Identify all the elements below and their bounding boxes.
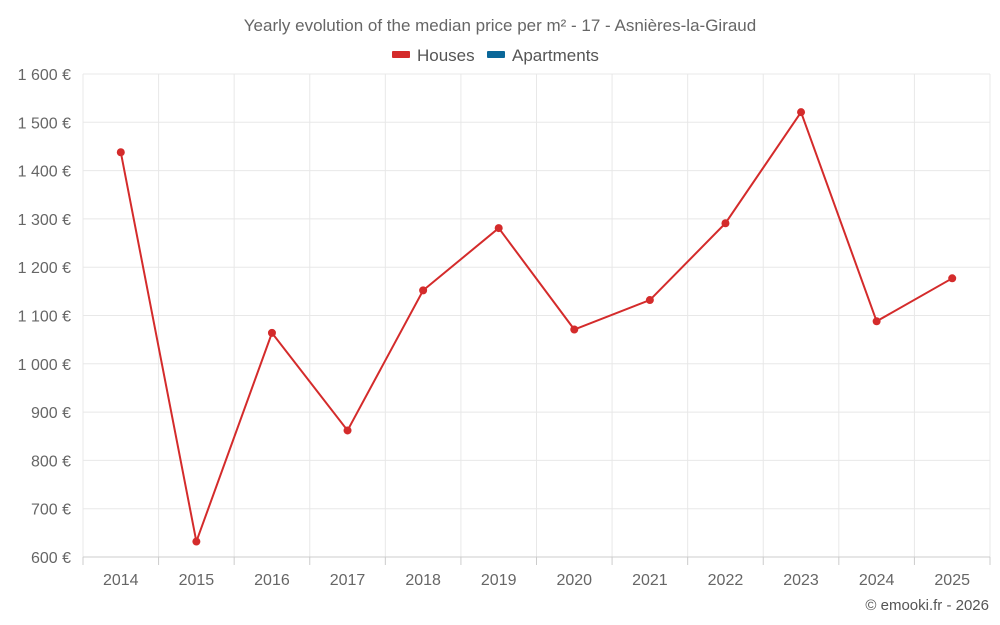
data-point-houses-2021[interactable] [645, 296, 654, 305]
legend-swatch-houses [392, 51, 410, 58]
x-tick-label: 2023 [783, 572, 819, 589]
series-houses [116, 108, 957, 546]
chart-title: Yearly evolution of the median price per… [244, 16, 756, 35]
y-tick-label: 900 € [31, 405, 71, 422]
y-tick-label: 1 200 € [18, 260, 71, 277]
data-point-houses-2017[interactable] [343, 426, 352, 435]
x-tick-label: 2015 [179, 572, 215, 589]
y-tick-label: 1 000 € [18, 357, 71, 374]
data-point-houses-2025[interactable] [948, 274, 957, 283]
y-tick-label: 1 600 € [18, 67, 71, 84]
y-axis: 600 € 700 € 800 € 900 € 1 000 € 1 100 € 1 200 … [18, 67, 71, 567]
data-point-houses-2018[interactable] [419, 286, 428, 295]
legend-swatch-apartments [487, 51, 505, 58]
legend-label-houses[interactable]: Houses [417, 46, 475, 65]
x-tick-label: 2017 [330, 572, 366, 589]
data-point-houses-2024[interactable] [872, 317, 881, 326]
y-tick-label: 800 € [31, 453, 71, 470]
data-point-houses-2019[interactable] [494, 224, 503, 233]
data-point-houses-2016[interactable] [267, 328, 276, 337]
legend: Houses Apartments [392, 46, 599, 65]
data-point-houses-2023[interactable] [797, 108, 806, 117]
x-tick-label: 2024 [859, 572, 895, 589]
x-tick-label: 2014 [103, 572, 139, 589]
credit-text: © emooki.fr - 2026 [865, 597, 989, 614]
x-axis: 2014 2015 2016 2017 2018 2019 2020 2021 2022 2023… [82, 556, 991, 589]
x-tick-label: 2020 [556, 572, 592, 589]
y-tick-label: 1 100 € [18, 309, 71, 326]
y-tick-label: 1 300 € [18, 212, 71, 229]
x-tick-label: 2021 [632, 572, 668, 589]
data-point-houses-2022[interactable] [721, 219, 730, 228]
y-tick-label: 1 400 € [18, 164, 71, 181]
grid [82, 73, 991, 558]
data-point-houses-2014[interactable] [116, 148, 125, 157]
y-tick-label: 700 € [31, 502, 71, 519]
series-line-houses [119, 109, 953, 546]
legend-label-apartments[interactable]: Apartments [512, 46, 599, 65]
legend-item-apartments[interactable]: Apartments [487, 46, 599, 65]
x-tick-label: 2022 [708, 572, 744, 589]
data-point-houses-2020[interactable] [570, 325, 579, 334]
x-tick-label: 2016 [254, 572, 290, 589]
x-tick-label: 2019 [481, 572, 517, 589]
legend-item-houses[interactable]: Houses [392, 46, 475, 65]
y-tick-label: 1 500 € [18, 115, 71, 132]
y-tick-label: 600 € [31, 550, 71, 567]
x-tick-label: 2025 [934, 572, 970, 589]
x-tick-label: 2018 [405, 572, 441, 589]
data-point-houses-2015[interactable] [192, 537, 201, 546]
